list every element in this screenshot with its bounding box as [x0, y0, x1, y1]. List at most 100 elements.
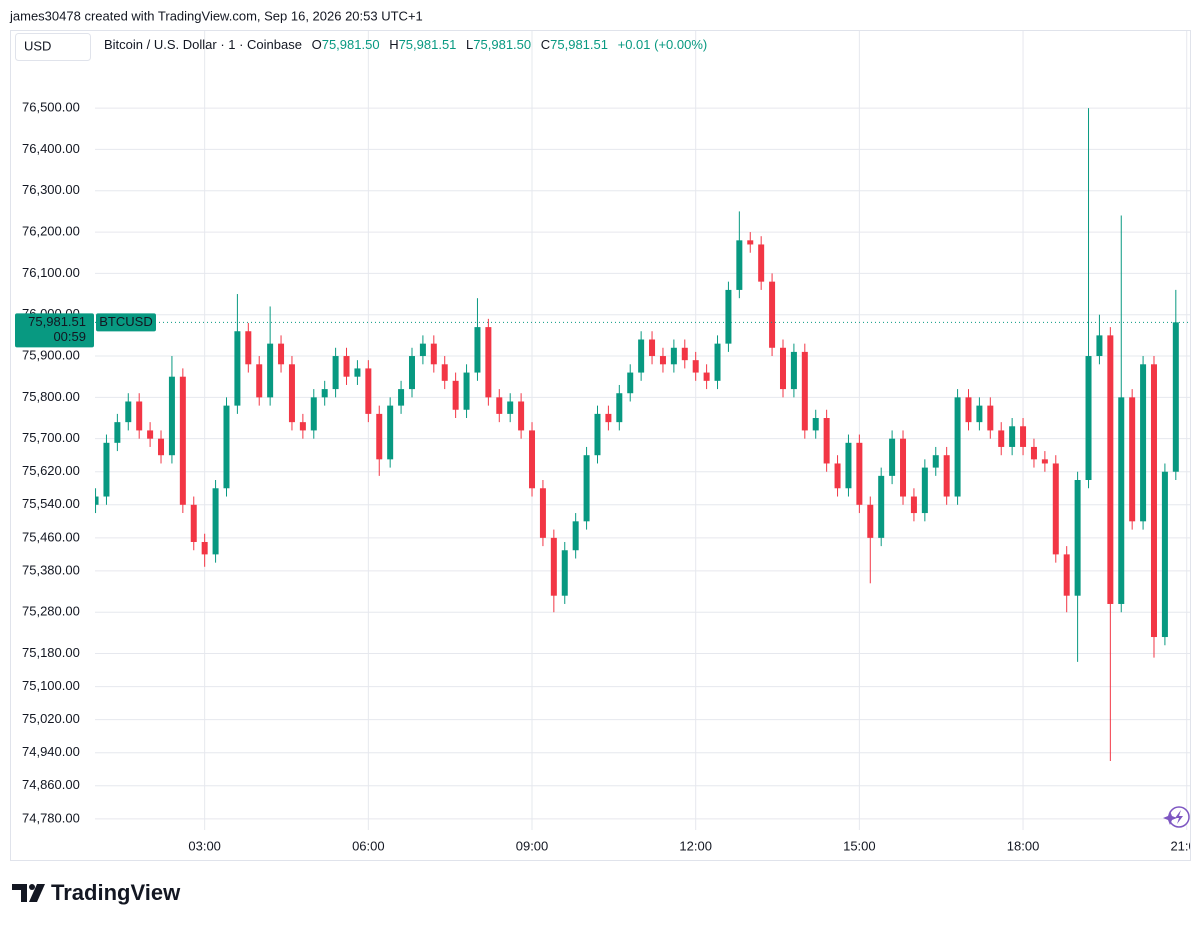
candle-body	[1118, 397, 1125, 604]
candle-body	[845, 442, 852, 489]
y-tick-label: 76,300.00	[22, 182, 80, 197]
candle-body	[659, 356, 666, 365]
candle-body	[103, 442, 110, 497]
candle-body	[605, 413, 612, 423]
candle-body	[212, 488, 219, 555]
candle-body	[1041, 459, 1048, 464]
candle-body	[234, 331, 241, 406]
candle-body	[736, 240, 743, 290]
symbol-tag: BTCUSD	[99, 314, 152, 329]
y-tick-label: 75,800.00	[22, 389, 80, 404]
candle-body	[1085, 356, 1092, 480]
candle-body	[747, 240, 754, 245]
y-tick-label: 75,900.00	[22, 347, 80, 362]
candle-body	[921, 467, 928, 514]
candle-body	[878, 475, 885, 538]
candle-body	[463, 372, 470, 410]
candle-body	[1009, 426, 1016, 447]
countdown: 00:59	[53, 329, 86, 344]
chart-frame	[10, 30, 1191, 861]
candle-body	[1140, 364, 1147, 522]
x-tick-label: 06:00	[352, 838, 385, 853]
candle-body	[136, 401, 143, 431]
candle-body	[441, 364, 448, 381]
x-tick-label: 03:00	[188, 838, 221, 853]
candle-body	[321, 389, 328, 398]
candle-body	[976, 405, 983, 423]
candle-body	[507, 401, 514, 414]
candle-body	[376, 413, 383, 460]
candle-body	[1052, 463, 1059, 555]
y-tick-label: 75,020.00	[22, 711, 80, 726]
candle-body	[965, 397, 972, 423]
candle-body	[583, 455, 590, 522]
candle-body	[529, 430, 536, 489]
x-tick-label: 09:00	[516, 838, 549, 853]
candle-body	[310, 397, 317, 431]
candle-body	[801, 351, 808, 431]
candle-body	[725, 289, 732, 344]
assistant-icon[interactable]	[1163, 806, 1190, 828]
candle-body	[474, 327, 481, 373]
y-tick-label: 75,380.00	[22, 562, 80, 577]
candle-body	[943, 455, 950, 497]
candle-body	[387, 405, 394, 460]
candle-body	[343, 356, 350, 377]
candle-body	[561, 550, 568, 596]
candle-body	[190, 504, 197, 542]
candle-body	[354, 368, 361, 377]
symbol-tag-bg	[96, 313, 156, 332]
y-tick-label: 75,460.00	[22, 529, 80, 544]
candle-body	[201, 541, 208, 555]
y-tick-label: 74,940.00	[22, 744, 80, 759]
open-value: 75,981.50	[322, 37, 380, 52]
candle-body	[900, 438, 907, 497]
candle-body	[681, 347, 688, 361]
candle-body	[518, 401, 525, 431]
candle-body	[452, 380, 459, 410]
candle-body	[299, 422, 306, 431]
candle-body	[550, 537, 557, 596]
price-tag-value: 75,981.51	[28, 314, 86, 329]
candle-body	[256, 364, 263, 398]
price-axis: 76,500.00 76,400.00 76,300.00 76,200.00 76,1…	[22, 100, 80, 826]
x-tick-label: 12:00	[679, 838, 712, 853]
candle-body	[572, 521, 579, 551]
candle-body	[910, 496, 917, 514]
candle-body	[398, 389, 405, 406]
candle-body	[245, 331, 252, 365]
candle-body	[1030, 446, 1037, 460]
candle-body	[790, 351, 797, 390]
candle-body	[168, 376, 175, 456]
candle-body	[769, 281, 776, 348]
y-tick-label: 76,100.00	[22, 265, 80, 280]
candle-body	[932, 455, 939, 468]
candle-body	[867, 504, 874, 538]
y-tick-label: 76,200.00	[22, 224, 80, 239]
candle-body	[638, 339, 645, 373]
close-label: C	[541, 37, 550, 52]
candle-body	[332, 356, 339, 390]
candle-body	[278, 343, 285, 365]
candle-body	[267, 343, 274, 398]
x-tick-label: 15:00	[843, 838, 876, 853]
high-label: H	[389, 37, 398, 52]
candle-body	[1020, 426, 1027, 447]
candle-body	[714, 343, 721, 381]
logo-mark	[12, 884, 45, 902]
y-tick-label: 76,400.00	[22, 141, 80, 156]
candle-body	[125, 401, 132, 423]
y-tick-label: 75,700.00	[22, 430, 80, 445]
currency[interactable]: USD	[24, 38, 51, 53]
x-tick-label: 18:00	[1007, 838, 1040, 853]
candle-body	[616, 393, 623, 423]
change: +0.01 (+0.00%)	[618, 37, 708, 52]
candle-body	[987, 405, 994, 431]
open-label: O	[312, 37, 322, 52]
high-value: 75,981.51	[399, 37, 457, 52]
candle-body	[223, 405, 230, 489]
currency-box[interactable]	[15, 33, 91, 61]
candle-body	[179, 376, 186, 505]
y-tick-label: 74,860.00	[22, 777, 80, 792]
